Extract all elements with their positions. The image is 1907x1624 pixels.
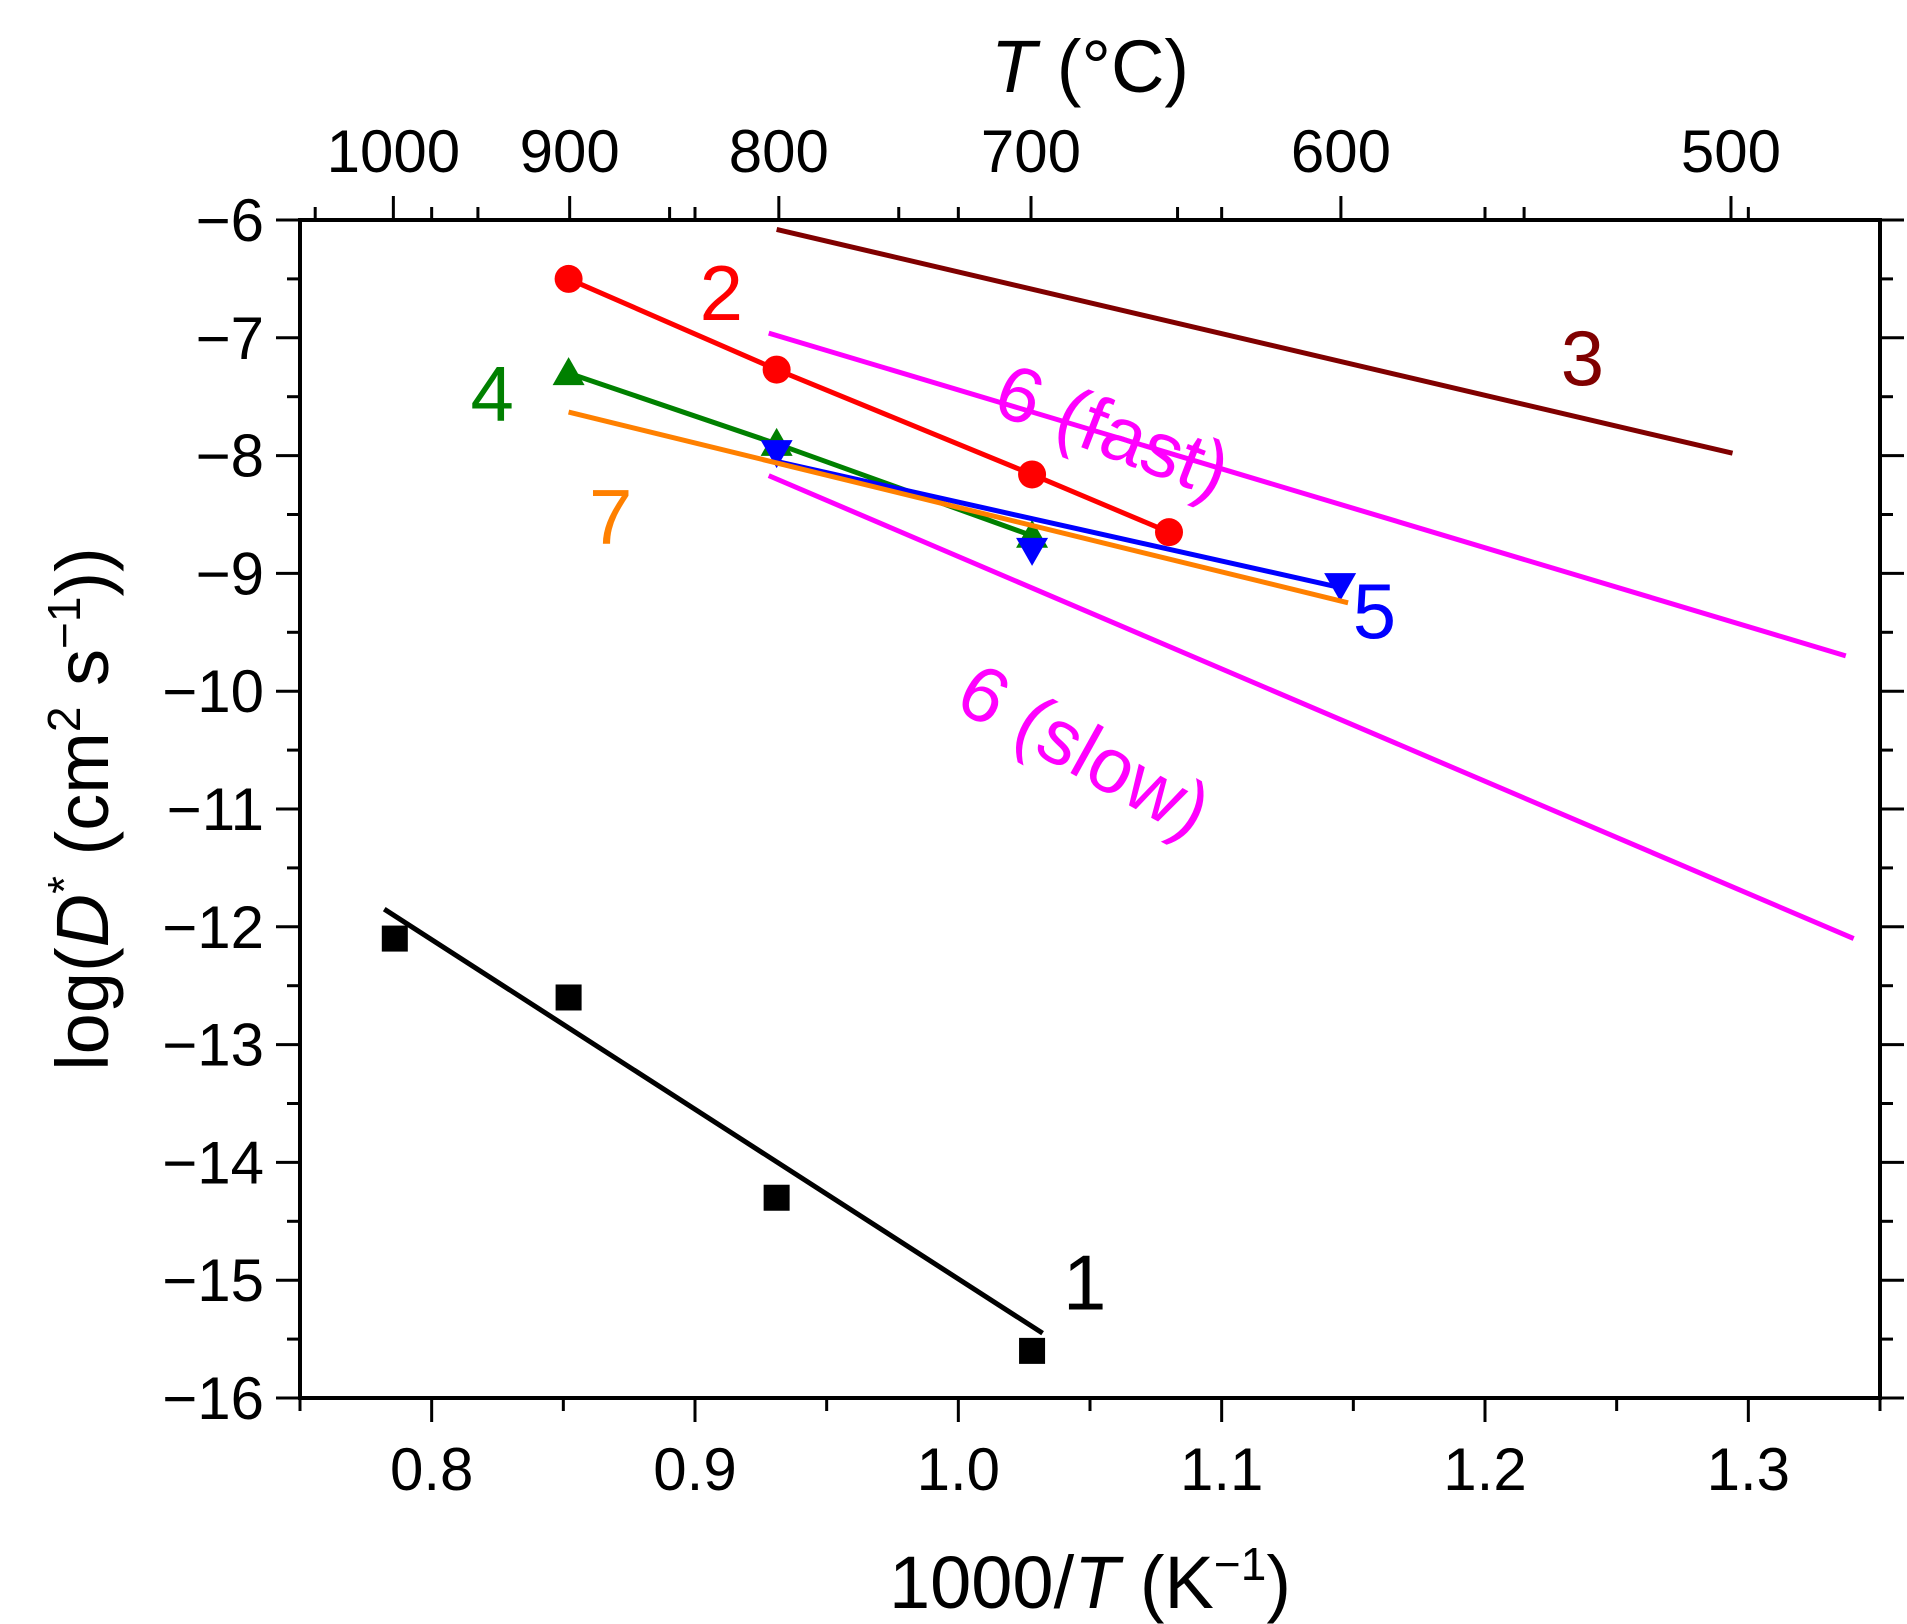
y-tick-label: −8 <box>196 423 264 490</box>
top-tick-label: 900 <box>520 118 620 185</box>
y-tick-label: −15 <box>162 1247 264 1314</box>
data-point-series-2 <box>1018 460 1047 489</box>
x-tick-label: 0.8 <box>390 1436 473 1503</box>
series-label-6-slow: 6 (slow) <box>944 645 1225 854</box>
series-line-1 <box>382 907 1044 1336</box>
data-point-series-4 <box>552 357 585 386</box>
x-tick-label: 1.0 <box>917 1436 1000 1503</box>
series-line-6-fast <box>768 330 1847 659</box>
top-axis-title: T (°C) <box>991 25 1189 108</box>
top-tick-label: 800 <box>729 118 829 185</box>
data-point-series-1 <box>763 1184 790 1211</box>
data-point-series-2 <box>1155 518 1183 547</box>
x-axis-title: 1000/T (K−1) <box>889 1538 1291 1624</box>
y-tick-label: −6 <box>196 187 264 254</box>
x-tick-label: 0.9 <box>653 1436 736 1503</box>
y-tick-label: −9 <box>196 540 264 607</box>
x-tick-label: 1.2 <box>1443 1436 1526 1503</box>
series-line-7 <box>568 409 1349 606</box>
series-line-4 <box>567 370 1033 539</box>
series-label-7: 7 <box>589 473 632 561</box>
series-label-1: 1 <box>1063 1239 1106 1327</box>
data-point-series-1 <box>1019 1337 1046 1364</box>
y-tick-label: −12 <box>162 894 264 961</box>
data-point-series-5 <box>1016 537 1049 566</box>
series-label-3: 3 <box>1561 314 1604 402</box>
top-tick-label: 700 <box>981 118 1081 185</box>
top-tick-label: 500 <box>1681 118 1781 185</box>
y-tick-label: −13 <box>162 1012 264 1079</box>
y-tick-label: −10 <box>162 658 264 725</box>
data-point-series-5 <box>760 440 793 469</box>
data-point-series-2 <box>762 355 791 384</box>
y-tick-label: −7 <box>196 305 264 372</box>
series-label-5: 5 <box>1353 567 1396 655</box>
series-label-2: 2 <box>700 249 743 337</box>
series-line-2 <box>567 276 1170 535</box>
series-line-5 <box>776 459 1341 590</box>
x-tick-label: 1.3 <box>1707 1436 1790 1503</box>
y-tick-label: −16 <box>162 1365 264 1432</box>
x-tick-label: 1.1 <box>1180 1436 1263 1503</box>
top-tick-label: 600 <box>1291 118 1391 185</box>
series-layer <box>381 226 1855 1364</box>
y-tick-label: −14 <box>162 1129 264 1196</box>
ticks-layer: 0.8 0.9 1.0 1.1 1.2 1.3 −6 −7 −8 −9 −10 −11 −12 −13 −1… <box>162 118 1904 1503</box>
data-point-series-5 <box>1324 573 1357 602</box>
y-tick-label: −11 <box>167 776 264 843</box>
data-point-series-1 <box>555 984 582 1011</box>
annotation-layer: 1 2 3 4 5 6 (fast) 6 (slow) 7 <box>471 249 1605 1327</box>
series-label-6-fast: 6 (fast) <box>984 346 1242 515</box>
series-line-6-slow <box>767 473 1855 941</box>
y-axis-title: log(D* (cm2 s−1)) <box>38 547 124 1071</box>
data-point-series-1 <box>381 925 408 952</box>
top-tick-label: 1000 <box>327 118 460 185</box>
data-point-series-2 <box>554 264 583 293</box>
series-label-4: 4 <box>471 349 514 437</box>
series-line-3 <box>776 226 1734 456</box>
